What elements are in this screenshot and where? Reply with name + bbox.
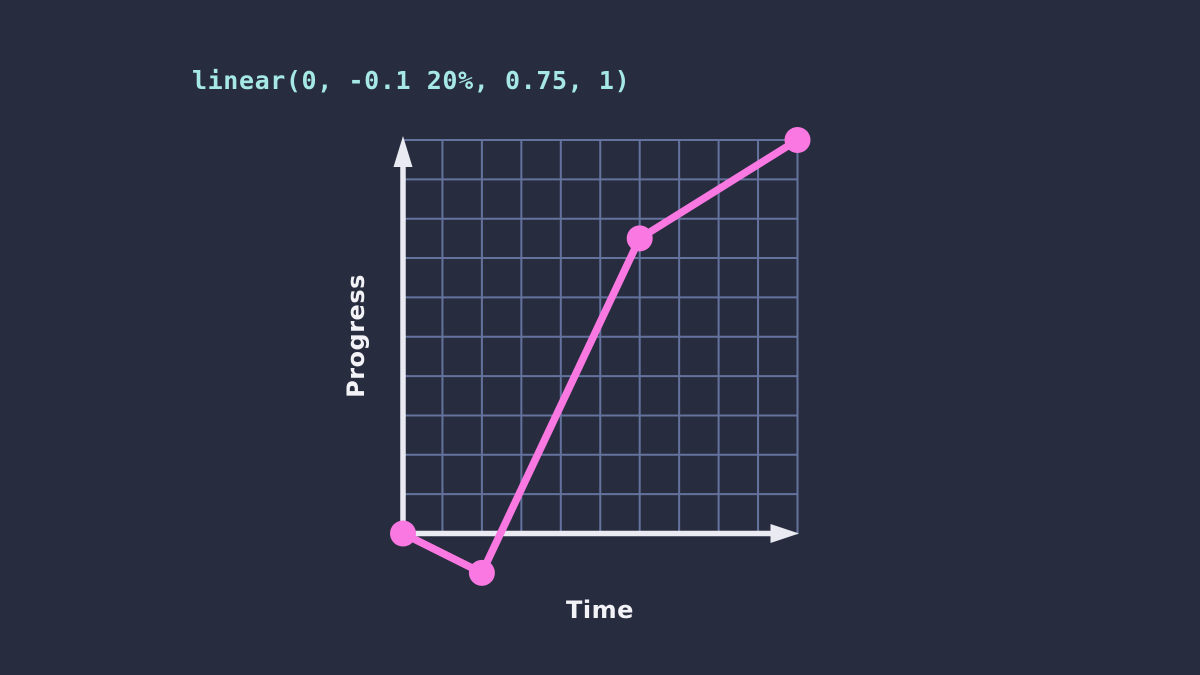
easing-curve [399, 136, 802, 577]
x-axis-arrowhead-icon [770, 524, 799, 543]
x-axis-label: Time [566, 596, 634, 624]
y-axis-label: Progress [342, 274, 370, 398]
easing-function-title: linear(0, -0.1 20%, 0.75, 1) [192, 66, 631, 95]
y-axis-arrowhead-icon [393, 136, 413, 167]
control-point-dot [626, 225, 653, 252]
control-point-dot [468, 559, 495, 586]
control-point-dot [390, 520, 416, 547]
control-point-dot [784, 127, 811, 153]
